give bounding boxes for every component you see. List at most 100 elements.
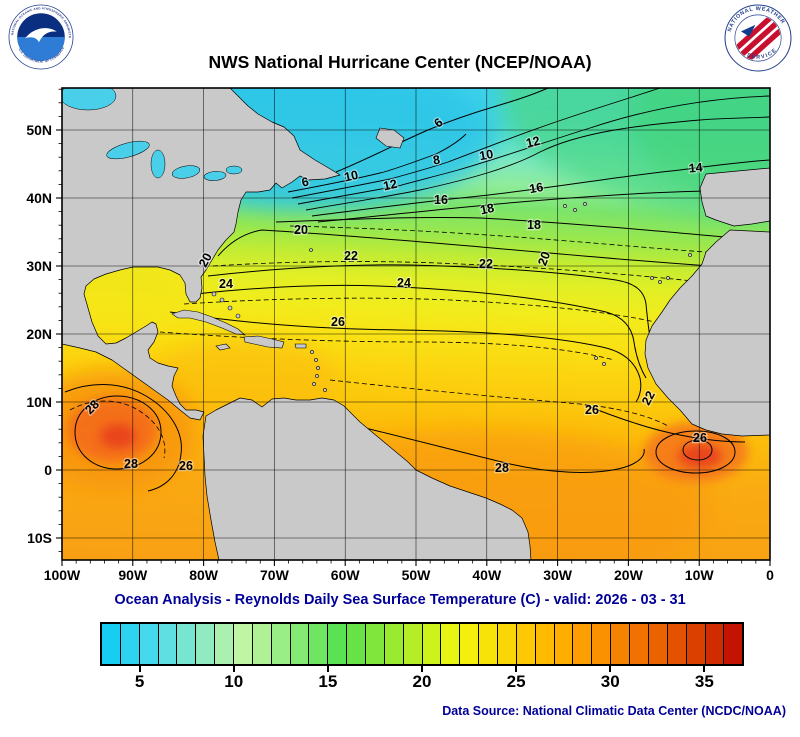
lat-tick-label: 50N (26, 122, 52, 138)
colorbar-tick-label: 15 (318, 672, 338, 691)
noaa-logo-icon: NATIONAL OCEANIC AND ATMOSPHERIC ADMINIS… (7, 1, 74, 70)
lon-tick-label: 40W (472, 567, 502, 583)
nws-logo-icon: NATIONAL WEATHER SERVICE (724, 4, 792, 72)
island-cuba (171, 309, 246, 336)
lat-tick-label: 10S (27, 530, 52, 546)
contour-label: 8 (432, 153, 441, 168)
seagull-icon (25, 28, 57, 43)
sst-map: 6 8 10 12 14 16 16 18 18 6 10 12 20 20 22 22 20 24 24 26 22 2… (0, 80, 800, 600)
nws-stripes-icon (735, 15, 781, 61)
island-chains (211, 202, 692, 392)
colorbar-cell (516, 624, 536, 664)
contour-label: 18 (479, 201, 496, 218)
noaa-logo: NATIONAL OCEANIC AND ATMOSPHERIC ADMINIS… (7, 1, 74, 75)
colorbar-tickmark (609, 666, 612, 672)
colorbar-cell (347, 624, 367, 664)
colorbar-cell (441, 624, 461, 664)
land-south-america (202, 397, 532, 560)
latitude-axis-labels: 50N 40N 30N 20N 10N 0 10S (26, 122, 52, 546)
contour-label: 26 (331, 315, 345, 329)
colorbar-cell (573, 624, 593, 664)
map-caption: Ocean Analysis - Reynolds Daily Sea Surf… (114, 592, 686, 608)
colorbar-cell (535, 624, 555, 664)
colorbar-cell (648, 624, 668, 664)
contour-label: 24 (219, 277, 233, 291)
colorbar-cell (705, 624, 725, 664)
contour-label: 10 (343, 168, 360, 185)
lon-tick-label: 100W (44, 567, 81, 583)
colorbar-tickmark (138, 666, 141, 672)
colorbar-tickmark (515, 666, 518, 672)
colorbar-cell (328, 624, 348, 664)
colorbar-tick-label: 25 (506, 672, 526, 691)
land-africa (644, 229, 770, 437)
land-north-america (62, 88, 341, 421)
contour-label: 26 (179, 459, 193, 473)
lon-tick-label: 0 (766, 567, 774, 583)
land-iberia (699, 167, 770, 227)
lat-tick-label: 20N (26, 326, 52, 342)
lon-tick-label: 70W (260, 567, 290, 583)
inland-waters (62, 88, 243, 181)
colorbar-tick-label: 20 (412, 672, 432, 691)
lat-tick-label: 30N (26, 258, 52, 274)
contour-label: 22 (344, 249, 358, 263)
colorbar-cell (366, 624, 385, 664)
contour-label: 26 (693, 431, 707, 445)
lon-tick-label: 90W (118, 567, 148, 583)
contour-label: 22 (479, 257, 493, 271)
colorbar-cell (139, 624, 159, 664)
contour-label: 28 (495, 461, 509, 475)
data-source-note: Data Source: National Climatic Data Cent… (442, 704, 786, 718)
contour-label: 26 (585, 403, 599, 417)
colorbar-cell (422, 624, 442, 664)
island-puerto-rico (294, 343, 307, 349)
colorbar-cell (554, 624, 574, 664)
contour-label: 14 (688, 160, 703, 175)
colorbar-cell (724, 624, 743, 664)
contour-label: 20 (294, 223, 308, 237)
colorbar-tickmark (421, 666, 423, 672)
contour-label: 18 (527, 218, 541, 232)
colorbar-cell (252, 624, 272, 664)
contour-label: 24 (397, 276, 411, 290)
colorbar-cell (630, 624, 649, 664)
colorbar-cell (686, 624, 706, 664)
colorbar-cell (234, 624, 253, 664)
temperature-colorbar: 5 10 15 20 25 30 35 (100, 622, 744, 691)
colorbar-cell (290, 624, 310, 664)
page-title: NWS National Hurricane Center (NCEP/NOAA… (208, 52, 592, 72)
colorbar-cell (479, 624, 499, 664)
colorbar-tickmark (326, 666, 329, 672)
lon-tick-label: 20W (614, 567, 644, 583)
colorbar-tick-label: 35 (694, 672, 714, 691)
contour-label: 16 (434, 193, 448, 207)
colorbar-cell (460, 624, 480, 664)
contour-label: 28 (124, 457, 138, 471)
nws-logo: NATIONAL WEATHER SERVICE (724, 4, 792, 77)
contour-label: 12 (525, 134, 542, 151)
lat-tick-label: 0 (44, 462, 52, 478)
contour-label: 20 (535, 250, 553, 268)
colorbar-cell (120, 624, 140, 664)
contour-label: 12 (382, 177, 399, 194)
colorbar-cell (158, 624, 178, 664)
colorbar-cell (592, 624, 612, 664)
colorbar-tick-label: 10 (224, 672, 244, 691)
axis-ticks (56, 88, 771, 566)
colorbar-tick-label: 5 (134, 672, 145, 691)
lat-tick-label: 40N (26, 190, 52, 206)
colorbar-cell (667, 624, 687, 664)
contour-label: 16 (528, 180, 544, 196)
colorbar-tickmark (232, 666, 235, 672)
colorbar-cell (102, 624, 121, 664)
contour-label: 10 (478, 147, 494, 163)
colorbar-cell (177, 624, 197, 664)
colorbar-cell (196, 624, 216, 664)
lon-tick-label: 80W (189, 567, 219, 583)
lon-tick-label: 60W (331, 567, 361, 583)
lon-tick-label: 50W (402, 567, 432, 583)
colorbar-cell (498, 624, 517, 664)
